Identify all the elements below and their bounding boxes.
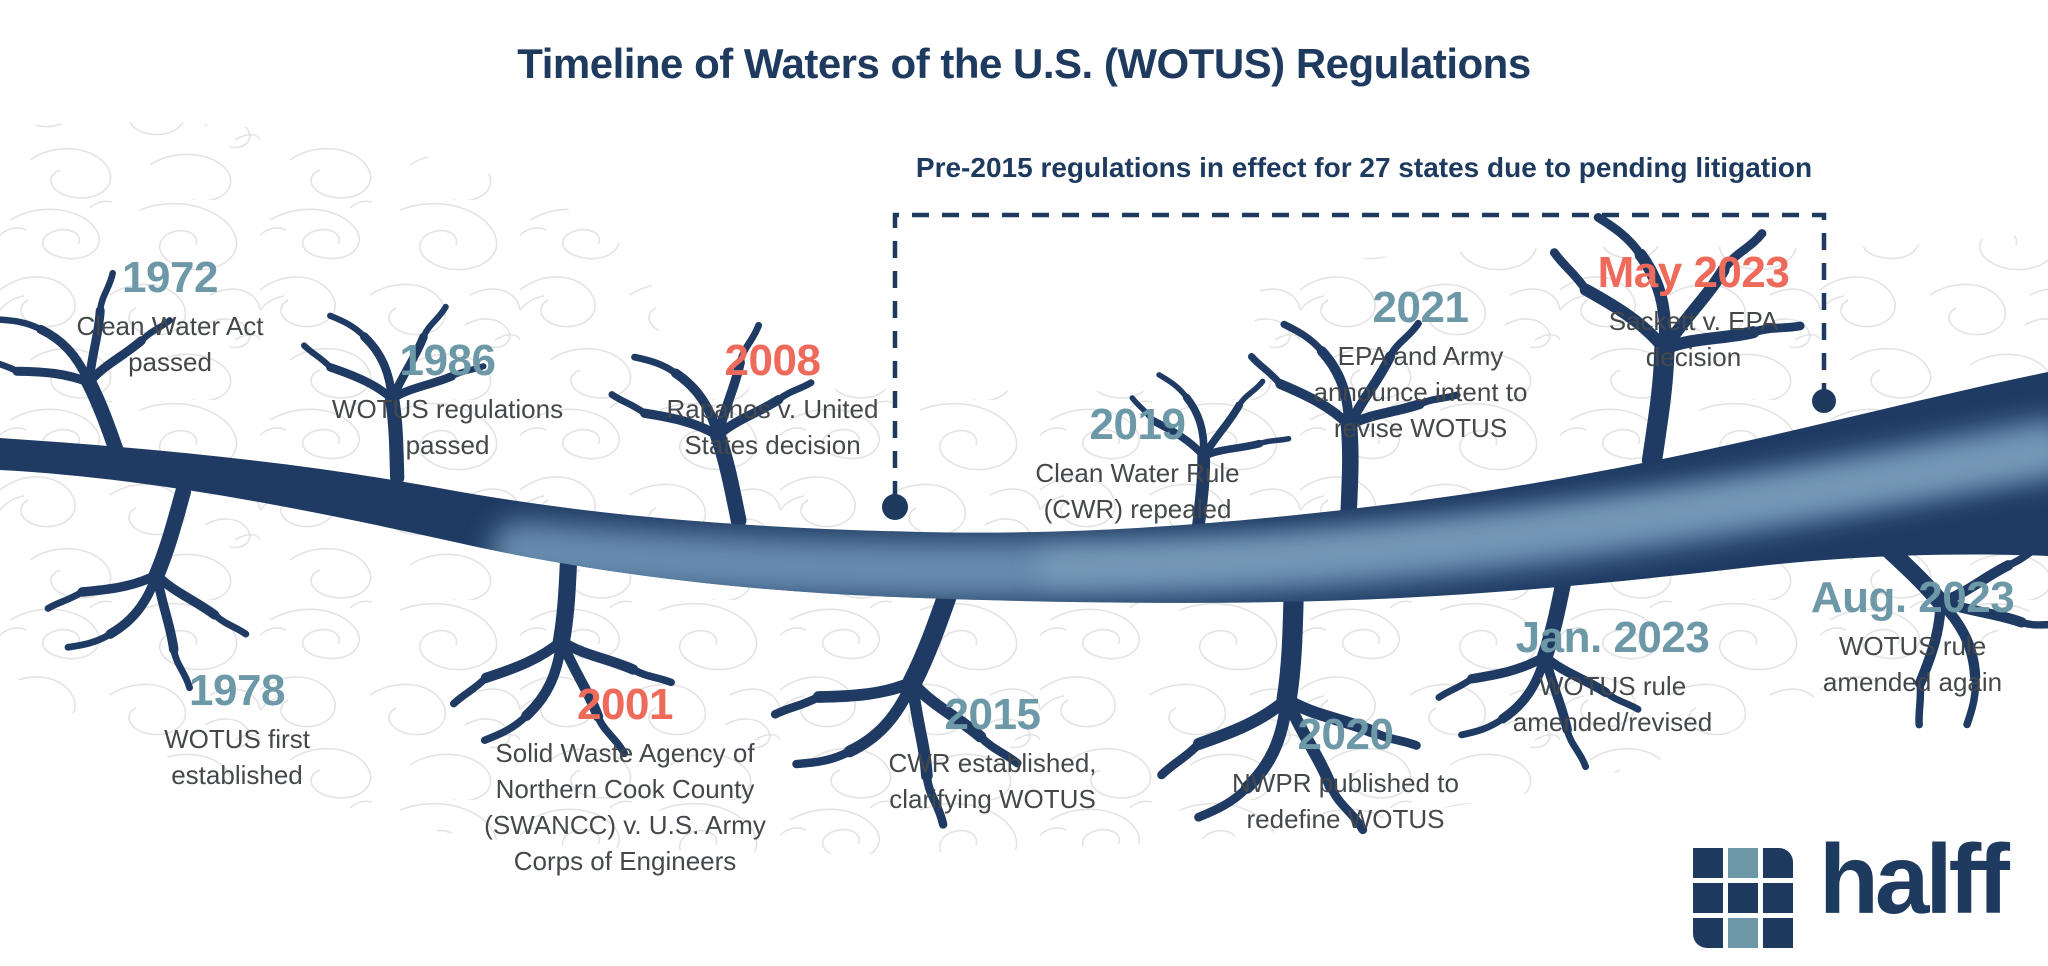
- bracket-dot-left: [882, 494, 908, 520]
- halff-wordmark: halff: [1819, 824, 2010, 934]
- event-year: 2019: [1089, 400, 1186, 449]
- event-description: Clean Water Rule (CWR) repealed: [1035, 458, 1240, 525]
- grid-square: [1693, 883, 1723, 913]
- event-year: 1972: [122, 253, 218, 302]
- event-description: WOTUS regulations passed: [331, 394, 564, 461]
- grid-square: [1693, 848, 1723, 878]
- event-description: Rapanos v. United States decision: [666, 394, 879, 461]
- grid-square: [1728, 848, 1758, 878]
- halff-logo: halff: [1693, 830, 2010, 948]
- grid-square: [1728, 883, 1758, 913]
- event-description: CWR established, clarifying WOTUS: [888, 748, 1097, 815]
- grid-square: [1728, 918, 1758, 948]
- timeline-event-2001: 2001 Solid Waste Agency of Northern Cook…: [480, 680, 770, 880]
- event-year: 2021: [1372, 283, 1469, 332]
- event-description: WOTUS rule amended/revised: [1512, 671, 1713, 738]
- event-description: WOTUS first established: [164, 724, 310, 791]
- event-year: 1986: [399, 336, 496, 385]
- event-year: 2008: [724, 336, 821, 385]
- timeline-event-aug-2023: Aug. 2023 WOTUS rule amended again: [1805, 573, 2020, 701]
- grid-square: [1693, 918, 1723, 948]
- event-year: 2015: [944, 690, 1041, 739]
- event-year: 1978: [189, 666, 285, 715]
- timeline-event-2020: 2020 NWPR published to redefine WOTUS: [1223, 710, 1468, 838]
- halff-grid-icon: [1693, 848, 1793, 948]
- litigation-bracket: [882, 212, 1836, 520]
- event-description: WOTUS rule amended again: [1822, 631, 2003, 698]
- event-year: May 2023: [1597, 248, 1790, 297]
- event-description: NWPR published to redefine WOTUS: [1232, 768, 1459, 835]
- timeline-event-2021: 2021 EPA and Army announce intent to rev…: [1298, 283, 1543, 447]
- grid-square: [1763, 918, 1793, 948]
- grid-square: [1763, 848, 1793, 878]
- event-description: Sackett v. EPA decision: [1608, 306, 1779, 373]
- timeline-event-2008: 2008 Rapanos v. United States decision: [655, 336, 890, 464]
- timeline-event-2019: 2019 Clean Water Rule (CWR) repealed: [1025, 400, 1250, 528]
- event-year: 2020: [1297, 710, 1394, 759]
- timeline-event-may-2023: May 2023 Sackett v. EPA decision: [1596, 248, 1791, 376]
- event-description: Solid Waste Agency of Northern Cook Coun…: [484, 738, 766, 876]
- timeline-event-1978: 1978 WOTUS first established: [152, 666, 322, 794]
- event-description: Clean Water Act passed: [76, 311, 264, 378]
- bracket-dot-right: [1812, 389, 1836, 413]
- page-title: Timeline of Waters of the U.S. (WOTUS) R…: [517, 40, 1531, 87]
- event-description: EPA and Army announce intent to revise W…: [1313, 341, 1528, 443]
- litigation-annotation: Pre-2015 regulations in effect for 27 st…: [915, 152, 1813, 183]
- event-year: Aug. 2023: [1810, 573, 2015, 622]
- timeline-event-jan-2023: Jan. 2023 WOTUS rule amended/revised: [1505, 613, 1720, 741]
- timeline-event-1972: 1972 Clean Water Act passed: [65, 253, 275, 381]
- event-year: 2001: [577, 680, 673, 729]
- timeline-event-2015: 2015 CWR established, clarifying WOTUS: [875, 690, 1110, 818]
- event-year: Jan. 2023: [1515, 613, 1710, 662]
- timeline-event-1986: 1986 WOTUS regulations passed: [325, 336, 570, 464]
- grid-square: [1763, 883, 1793, 913]
